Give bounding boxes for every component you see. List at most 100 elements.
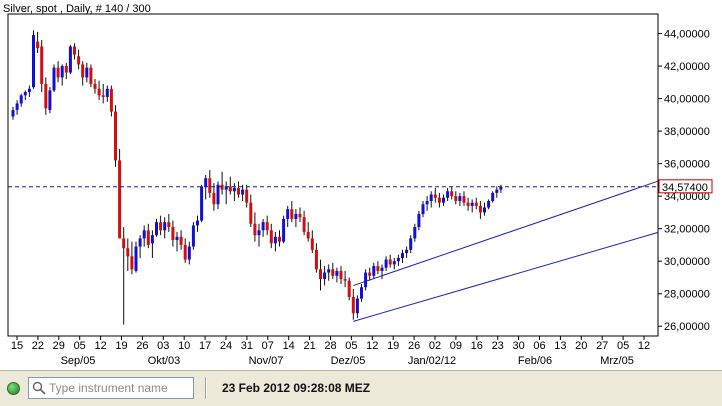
candle-body (442, 197, 445, 203)
candle-body (413, 227, 417, 239)
x-tick-label: 07 (262, 340, 274, 352)
candle-body (425, 201, 429, 205)
y-tick-label: 36,00000 (664, 159, 710, 171)
candle-body (97, 88, 101, 96)
candle-body (73, 46, 76, 55)
candle-body (401, 253, 404, 258)
x-tick-label: 09 (450, 340, 462, 352)
candle-body (159, 222, 163, 231)
y-tick-label: 28,00000 (664, 289, 710, 301)
y-tick-label: 26,00000 (664, 321, 710, 333)
candle-body (294, 214, 298, 219)
candle-body (470, 202, 474, 206)
candle-body (478, 205, 482, 213)
x-tick-label: 23 (492, 340, 504, 352)
candle-body (163, 222, 167, 231)
candle-body (253, 223, 257, 236)
candle-body (89, 67, 93, 84)
candle-body (179, 236, 183, 245)
candle-body (200, 186, 204, 221)
candle-body (433, 194, 437, 198)
x-axis: 15 22 29 05 12 19 26 03 10 17 24 31 07 14 21 28 05 12 19 26… (11, 336, 650, 367)
plot-area (7, 13, 659, 337)
candle-body (77, 56, 81, 65)
candle-body (183, 244, 187, 260)
x-tick-label: 13 (554, 340, 566, 352)
candle-body (380, 267, 384, 271)
x-tick-label: 28 (324, 340, 336, 352)
candle-body (360, 287, 363, 299)
y-tick-label: 38,00000 (664, 126, 710, 138)
candle-body (499, 186, 503, 190)
x-tick-label: 17 (199, 340, 211, 352)
candle-body (343, 279, 347, 281)
x-tick-label: 19 (387, 340, 399, 352)
candle-body (450, 191, 454, 197)
candle-body (376, 266, 380, 271)
candle-body (130, 256, 134, 270)
current-price-label: 34,57400 (662, 182, 708, 194)
instrument-search-input[interactable] (49, 379, 189, 397)
x-period-label: Sep/05 (61, 355, 96, 367)
candle-body (314, 249, 318, 270)
candle-body (319, 269, 322, 280)
x-tick-label: 16 (471, 340, 483, 352)
candle-body (68, 46, 72, 73)
candle-body (208, 178, 212, 193)
candle-body (396, 257, 400, 262)
candle-body (454, 196, 458, 202)
instrument-search[interactable] (28, 377, 194, 399)
candle-body (249, 202, 253, 224)
candle-body (290, 209, 294, 219)
x-period-label: Okt/03 (148, 355, 180, 367)
y-tick-label: 44,00000 (664, 29, 710, 41)
y-tick-label: 32,00000 (664, 224, 710, 236)
candle-body (105, 88, 109, 97)
candle-body (491, 192, 495, 202)
candle-body (237, 188, 240, 195)
candle-body (32, 35, 35, 88)
candle-body (109, 88, 113, 112)
x-tick-label: 02 (429, 340, 441, 352)
candle-body (437, 197, 441, 203)
candle-body (15, 103, 19, 110)
candle-body (114, 111, 117, 161)
x-tick-label: 24 (220, 340, 232, 352)
chart: Silver, spot , Daily, # 140 / 300 44,000… (3, 3, 713, 367)
candle-body (220, 184, 224, 190)
channel-line (353, 231, 658, 322)
candle-body (339, 270, 343, 280)
candle-body (282, 218, 286, 242)
candle-body (196, 220, 199, 226)
x-tick-label: 22 (32, 340, 44, 352)
candle-body (241, 189, 245, 195)
y-axis: 44,00000 42,00000 40,00000 38,00000 36,00000… (658, 29, 710, 333)
candle-body (298, 214, 302, 218)
candle-body (175, 236, 179, 241)
connection-status-icon[interactable] (7, 382, 20, 395)
x-period-label: Mrz/05 (600, 355, 634, 367)
candle-body (204, 178, 208, 187)
candle-body (232, 188, 236, 192)
candle-body (60, 66, 64, 78)
x-tick-label: 14 (283, 340, 295, 352)
x-tick-label: 26 (408, 340, 420, 352)
candle-body (368, 272, 372, 276)
x-tick-label: 30 (512, 340, 524, 352)
candle-body (462, 196, 466, 203)
y-tick-label: 34,00000 (664, 191, 710, 203)
candle-body (421, 204, 425, 215)
candle-body (278, 236, 281, 242)
candle-body (286, 209, 290, 219)
candle-body (19, 95, 23, 104)
candle-body (466, 202, 470, 206)
candle-body (331, 269, 335, 276)
candle-body (48, 90, 52, 110)
candle-body (81, 64, 85, 78)
candle-body (40, 46, 44, 84)
candle-body (150, 235, 154, 244)
x-tick-label: 31 (241, 340, 253, 352)
candle-body (36, 41, 40, 49)
x-tick-label: 21 (303, 340, 315, 352)
x-period-label: Feb/06 (518, 355, 552, 367)
